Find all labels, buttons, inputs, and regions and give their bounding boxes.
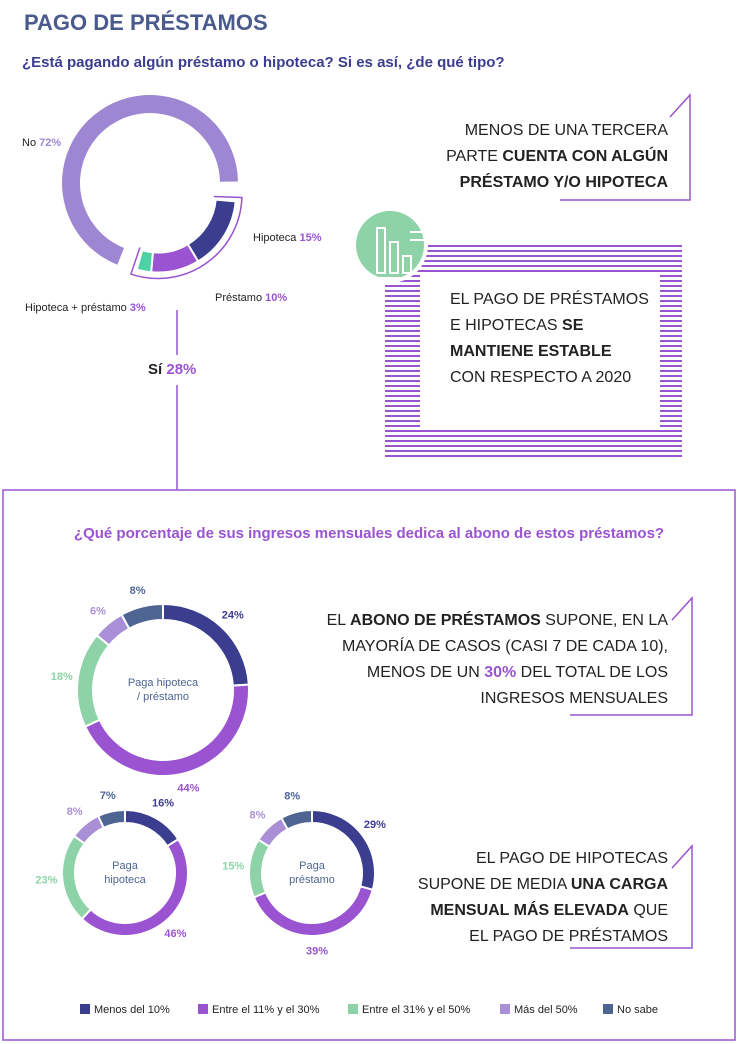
donut-segment (252, 885, 374, 937)
question: ¿Está pagando algún préstamo o hipoteca?… (22, 54, 505, 71)
callout: MENOS DE UNA TERCERA PARTE CUENTA CON AL… (430, 118, 668, 196)
value-label: 39% (306, 946, 328, 958)
category-label: Hipoteca + préstamo (25, 302, 127, 314)
legend-label: Entre el 31% y el 50% (362, 1004, 470, 1016)
icon (352, 207, 428, 283)
donut-segment (186, 198, 237, 263)
legend-swatch (198, 1004, 208, 1014)
value-label: 3% (130, 302, 146, 314)
category-label: No (22, 137, 36, 149)
category-label: Préstamo (215, 292, 262, 304)
donut-segment (248, 838, 271, 899)
callout-text: CUENTA CON ALGÚN PRÉSTAMO Y/O HIPOTECA (459, 148, 668, 191)
donut-segment (61, 834, 93, 921)
callout-text: EL (326, 612, 351, 629)
center-label: Paga (112, 860, 139, 872)
donut-segment (150, 242, 200, 274)
callout: EL PAGO DE PRÉSTAMOS E HIPOTECAS SE MANT… (450, 287, 650, 391)
center-label: Paga hipoteca (128, 677, 199, 689)
label: Hipoteca 15% (253, 232, 322, 244)
callout-text: MENOS DE UNA TERCERA PARTE (446, 122, 668, 165)
center-label: préstamo (289, 874, 335, 886)
value-label: 46% (164, 928, 186, 940)
callout: EL PAGO DE HIPOTECAS SUPONE DE MEDIA UNA… (410, 846, 668, 950)
callout-text: EL PAGO DE HIPOTECAS SUPONE DE MEDIA (417, 850, 668, 893)
value-label: 18% (51, 671, 73, 683)
value-label: 6% (90, 605, 106, 617)
group-name: Sí (148, 361, 163, 378)
value-label: 16% (152, 798, 174, 810)
donut-segment (124, 808, 180, 848)
callout-brackets (176, 93, 693, 949)
legend-label: Menos del 10% (94, 1004, 170, 1016)
donut-segment (96, 808, 126, 830)
center-label: / préstamo (137, 691, 189, 703)
group-label: Sí 28% (148, 361, 196, 378)
label: No 72% (22, 137, 61, 149)
legend-swatch (80, 1004, 90, 1014)
callout-text: EL PAGO DE PRÉSTAMOS E HIPOTECAS (450, 291, 649, 334)
label: Hipoteca + préstamo 3% (25, 302, 146, 314)
donut-segment (80, 837, 189, 937)
value-label: 15% (222, 861, 244, 873)
legend-swatch (348, 1004, 358, 1014)
callout: EL ABONO DE PRÉSTAMOS SUPONE, EN LA MAYO… (290, 608, 668, 712)
title: PAGO DE PRÉSTAMOS (24, 10, 268, 35)
legend-swatch (603, 1004, 613, 1014)
center-label: hipoteca (104, 874, 146, 886)
decor-box (420, 272, 660, 430)
value-label: 29% (364, 819, 386, 831)
callout-text: CON RESPECTO A 2020 (450, 369, 632, 386)
callout-text: DEL TOTAL DE LOS INGRESOS MENSUALES (480, 664, 668, 707)
value-label: 72% (39, 137, 61, 149)
callout-text: 30% (484, 664, 517, 681)
value-label: 15% (299, 232, 321, 244)
callout-text: UNA CARGA MENSUAL MÁS ELEVADA (430, 876, 668, 919)
value-label: 8% (250, 810, 266, 822)
value-label: 24% (222, 610, 244, 622)
value-label: 10% (265, 292, 287, 304)
donut-segment (135, 249, 154, 274)
group-bracket (129, 195, 243, 280)
legend-label: Más del 50% (514, 1004, 578, 1016)
value-label: 7% (100, 790, 116, 802)
legend-label: No sabe (617, 1004, 658, 1016)
value-label: 8% (67, 806, 83, 818)
legend-swatch (500, 1004, 510, 1014)
callout-text: ABONO DE PRÉSTAMOS (350, 612, 541, 629)
value-label: 8% (284, 790, 300, 802)
value-label: 44% (177, 783, 199, 795)
category-label: Hipoteca (253, 232, 297, 244)
value-label: 8% (130, 585, 146, 597)
group-value: 28% (166, 361, 196, 378)
callout-text: QUE EL PAGO DE PRÉSTAMOS (469, 902, 668, 945)
legend-label: Entre el 11% y el 30% (212, 1004, 320, 1016)
donut-segment (280, 808, 313, 831)
callout-text: SUPONE, EN LA MAYORÍA DE CASOS (CASI 7 D… (341, 612, 668, 681)
section-frame (2, 489, 736, 1041)
donut-segment (76, 633, 111, 728)
label: Préstamo 10% (215, 292, 287, 304)
donut-segment (120, 602, 164, 631)
center-label: Paga (299, 860, 326, 872)
value-label: 23% (35, 874, 57, 886)
section-question: ¿Qué porcentaje de sus ingresos mensuale… (73, 525, 665, 542)
callout-text: SE MANTIENE ESTABLE (450, 317, 612, 360)
